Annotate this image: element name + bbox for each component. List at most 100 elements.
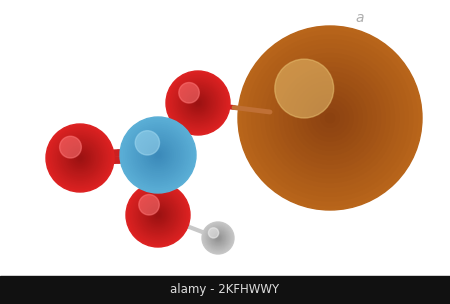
Circle shape xyxy=(180,85,216,121)
Circle shape xyxy=(174,79,222,127)
Text: a: a xyxy=(356,11,364,25)
Circle shape xyxy=(137,134,179,176)
Circle shape xyxy=(135,131,159,155)
Circle shape xyxy=(132,189,184,240)
Circle shape xyxy=(141,138,175,172)
Circle shape xyxy=(126,123,190,187)
Circle shape xyxy=(182,87,214,119)
Circle shape xyxy=(48,126,112,190)
Circle shape xyxy=(139,195,159,215)
Circle shape xyxy=(65,143,95,173)
Circle shape xyxy=(321,109,339,127)
Circle shape xyxy=(238,26,422,210)
Circle shape xyxy=(184,88,212,117)
Circle shape xyxy=(78,156,82,160)
Circle shape xyxy=(129,186,187,244)
Circle shape xyxy=(298,86,362,150)
Circle shape xyxy=(189,93,207,112)
Circle shape xyxy=(128,185,189,245)
Circle shape xyxy=(206,226,230,250)
Text: alamy - 2KFHWWY: alamy - 2KFHWWY xyxy=(171,284,279,296)
Circle shape xyxy=(131,128,184,181)
Circle shape xyxy=(270,58,390,178)
Circle shape xyxy=(209,229,227,247)
Circle shape xyxy=(156,153,160,157)
Circle shape xyxy=(134,191,182,239)
Circle shape xyxy=(208,228,228,247)
Circle shape xyxy=(204,224,232,252)
Circle shape xyxy=(195,100,201,106)
Circle shape xyxy=(217,237,219,239)
Circle shape xyxy=(177,82,219,124)
Circle shape xyxy=(73,151,87,165)
Circle shape xyxy=(293,81,367,155)
Circle shape xyxy=(212,232,224,244)
Circle shape xyxy=(302,90,358,146)
Bar xyxy=(0,276,450,304)
Circle shape xyxy=(50,127,111,188)
Circle shape xyxy=(122,119,194,191)
Circle shape xyxy=(214,234,222,242)
Circle shape xyxy=(72,150,89,167)
Circle shape xyxy=(135,132,181,178)
Circle shape xyxy=(63,141,97,175)
Circle shape xyxy=(157,213,160,216)
Circle shape xyxy=(120,117,196,193)
Circle shape xyxy=(144,201,172,230)
Circle shape xyxy=(58,136,102,180)
Circle shape xyxy=(166,71,230,135)
Circle shape xyxy=(311,100,348,136)
Circle shape xyxy=(46,124,114,192)
Circle shape xyxy=(252,40,408,196)
Circle shape xyxy=(131,188,185,242)
Circle shape xyxy=(216,237,220,240)
Circle shape xyxy=(145,202,171,228)
Circle shape xyxy=(126,183,190,247)
Circle shape xyxy=(212,232,225,244)
Circle shape xyxy=(284,72,376,164)
Circle shape xyxy=(150,147,166,163)
Circle shape xyxy=(207,227,229,249)
Circle shape xyxy=(261,49,399,187)
Circle shape xyxy=(243,31,418,206)
Circle shape xyxy=(190,95,206,111)
Circle shape xyxy=(148,206,167,225)
Circle shape xyxy=(53,131,107,185)
Circle shape xyxy=(152,149,164,161)
Circle shape xyxy=(76,155,83,161)
Circle shape xyxy=(185,90,211,116)
Circle shape xyxy=(59,138,100,178)
Circle shape xyxy=(316,104,344,132)
Circle shape xyxy=(153,210,163,220)
Circle shape xyxy=(135,193,180,237)
Circle shape xyxy=(59,136,81,158)
Circle shape xyxy=(275,63,385,173)
Circle shape xyxy=(61,139,99,177)
Circle shape xyxy=(169,74,227,132)
Circle shape xyxy=(196,102,200,105)
Circle shape xyxy=(154,151,162,159)
Circle shape xyxy=(130,126,186,184)
Circle shape xyxy=(211,231,225,245)
Circle shape xyxy=(70,148,90,168)
Circle shape xyxy=(133,130,183,180)
Circle shape xyxy=(139,196,177,234)
Circle shape xyxy=(137,194,179,236)
Circle shape xyxy=(140,197,176,233)
Circle shape xyxy=(67,144,94,171)
Circle shape xyxy=(179,82,199,103)
Circle shape xyxy=(172,78,224,129)
Circle shape xyxy=(167,73,229,133)
Circle shape xyxy=(325,113,335,123)
Circle shape xyxy=(51,129,109,187)
Circle shape xyxy=(68,146,92,170)
Circle shape xyxy=(150,207,166,223)
Circle shape xyxy=(145,142,171,168)
Circle shape xyxy=(192,97,204,109)
Circle shape xyxy=(213,233,223,243)
Circle shape xyxy=(266,54,394,182)
Circle shape xyxy=(215,235,221,241)
Circle shape xyxy=(307,95,353,141)
Circle shape xyxy=(216,236,220,240)
Circle shape xyxy=(155,212,161,218)
